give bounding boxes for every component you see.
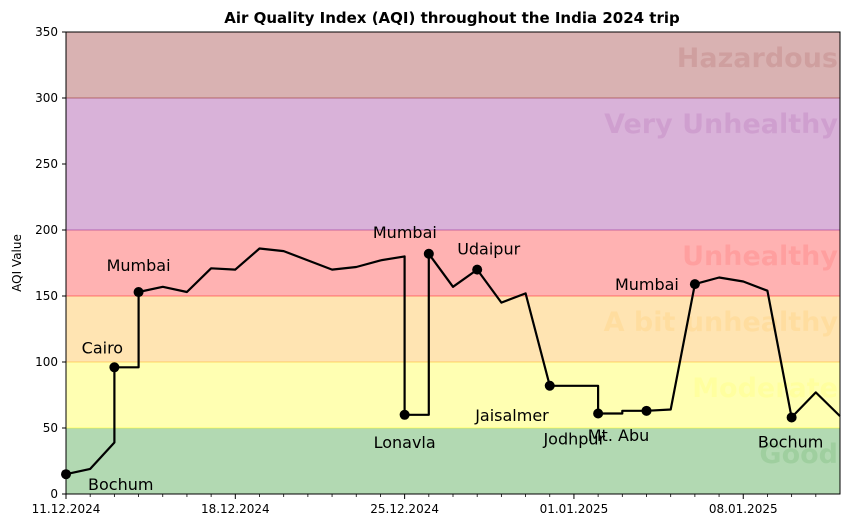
band-good	[66, 428, 840, 494]
marker-mumbai	[423, 248, 434, 259]
band-label-very-unhealthy: Very Unhealthy	[604, 109, 838, 140]
x-tick-label: 08.01.2025	[709, 502, 778, 516]
y-tick-label: 300	[35, 91, 58, 105]
band-label-a-bit-unhealthy: A bit unhealthy	[604, 307, 839, 338]
marker-label-mumbai: Mumbai	[107, 256, 171, 275]
marker-lonavla	[399, 409, 410, 420]
marker-cairo	[109, 362, 120, 373]
x-tick-label: 11.12.2024	[32, 502, 101, 516]
marker-mt-abu	[641, 405, 652, 416]
marker-label-jaisalmer: Jaisalmer	[474, 406, 549, 425]
band-a-bit-unhealthy	[66, 296, 840, 362]
marker-label-mt-abu: Mt. Abu	[588, 426, 650, 445]
marker-mumbai	[133, 287, 144, 298]
x-tick-label: 18.12.2024	[201, 502, 270, 516]
band-very-unhealthy	[66, 98, 840, 230]
band-moderate	[66, 362, 840, 428]
marker-jodhpur	[593, 408, 604, 419]
y-tick-label: 200	[35, 223, 58, 237]
marker-label-mumbai: Mumbai	[373, 223, 437, 242]
y-tick-label: 350	[35, 25, 58, 39]
axes: 0 50 100 150 200 250 300 350 11.12.2024 18.12.202…	[32, 25, 841, 516]
x-tick-label: 25.12.2024	[370, 502, 439, 516]
y-tick-label: 150	[35, 289, 58, 303]
band-label-good: Good	[759, 439, 838, 470]
marker-label-bochum: Bochum	[758, 432, 823, 451]
band-label-unhealthy: Unhealthy	[682, 241, 838, 272]
marker-mumbai	[689, 279, 700, 290]
y-tick-label: 100	[35, 355, 58, 369]
x-tick-label: 01.01.2025	[540, 502, 609, 516]
y-tick-label: 0	[50, 487, 58, 501]
band-label-moderate: Moderate	[692, 373, 838, 404]
y-tick-label: 250	[35, 157, 58, 171]
marker-udaipur	[472, 264, 483, 275]
y-axis-label: AQI Value	[10, 234, 24, 292]
aqi-bands	[66, 32, 840, 494]
y-tick-label: 50	[43, 421, 58, 435]
chart-title: Air Quality Index (AQI) throughout the I…	[224, 9, 680, 27]
marker-label-cairo: Cairo	[82, 338, 123, 357]
band-hazardous	[66, 32, 840, 98]
marker-label-bochum: Bochum	[88, 475, 153, 494]
marker-jaisalmer	[544, 380, 555, 391]
marker-label-lonavla: Lonavla	[374, 433, 436, 452]
location-markers: Bochum Cairo Mumbai Lonavla Mumbai Udaipur Jai…	[61, 223, 823, 494]
marker-label-mumbai: Mumbai	[615, 275, 679, 294]
aqi-band-labels: Good Moderate A bit unhealthy Unhealthy Very…	[604, 43, 839, 470]
marker-bochum	[786, 412, 797, 423]
marker-label-jodhpur: Jodhpur	[542, 429, 605, 448]
marker-label-udaipur: Udaipur	[457, 240, 520, 259]
band-label-hazardous: Hazardous	[677, 43, 838, 74]
